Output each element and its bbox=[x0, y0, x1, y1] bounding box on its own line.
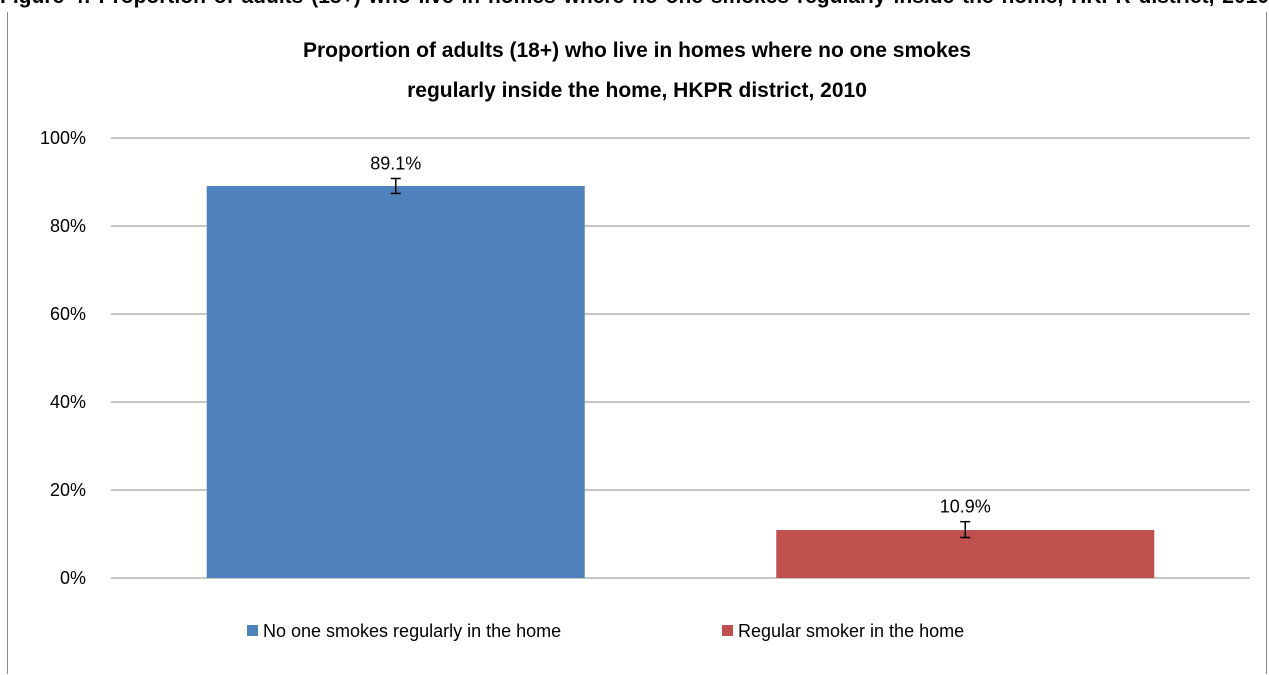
legend-swatch-1 bbox=[247, 625, 258, 636]
error-bar-1 bbox=[390, 177, 401, 195]
y-tick-label-20: 20% bbox=[50, 480, 86, 500]
error-bars bbox=[390, 177, 971, 539]
chart-frame: Proportion of adults (18+) who live in h… bbox=[7, 12, 1267, 674]
chart-title-line-1: Proportion of adults (18+) who live in h… bbox=[303, 39, 971, 62]
figure-caption: Figure 4: Proportion of adults (18+) who… bbox=[0, 0, 1269, 12]
legend-swatch-2 bbox=[722, 625, 733, 636]
data-label-2: 10.9% bbox=[940, 497, 991, 517]
y-axis-ticks: 0% 20% 40% 60% 80% 100% bbox=[40, 128, 86, 588]
y-tick-label-80: 80% bbox=[50, 216, 86, 236]
bars bbox=[206, 185, 1155, 578]
legend-label-2: Regular smoker in the home bbox=[738, 621, 964, 641]
y-tick-label-0: 0% bbox=[60, 568, 86, 588]
legend: No one smokes regularly in the home Regul… bbox=[247, 621, 964, 641]
y-tick-label-60: 60% bbox=[50, 304, 86, 324]
data-labels: 89.1% 10.9% bbox=[370, 153, 991, 516]
data-label-1: 89.1% bbox=[370, 153, 421, 173]
chart-title-line-2: regularly inside the home, HKPR district… bbox=[407, 79, 867, 102]
y-tick-label-40: 40% bbox=[50, 392, 86, 412]
error-bar-2 bbox=[960, 520, 971, 539]
y-tick-label-100: 100% bbox=[40, 128, 86, 148]
figure-caption-text: Figure 4: Proportion of adults (18+) who… bbox=[0, 0, 1269, 9]
legend-label-1: No one smokes regularly in the home bbox=[263, 621, 561, 641]
bar-1 bbox=[206, 185, 585, 578]
bar-chart: Proportion of adults (18+) who live in h… bbox=[40, 39, 1250, 641]
